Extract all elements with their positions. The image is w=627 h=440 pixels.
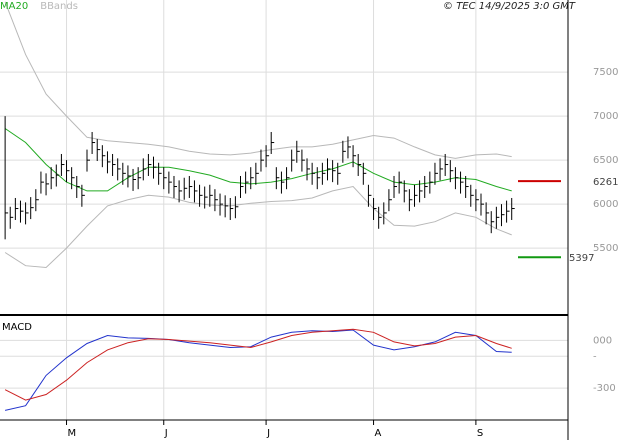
y-tick-label: 5500: [593, 243, 618, 254]
level-label: 6261: [593, 177, 618, 188]
y-tick-label: 6500: [593, 155, 618, 166]
legend-entry: BBands: [40, 1, 78, 12]
x-tick-label: J: [266, 428, 270, 439]
y-tick-label: -300: [593, 383, 616, 394]
x-tick-label: S: [477, 428, 483, 439]
y-tick-label: -: [593, 351, 597, 362]
macd-line: [4, 328, 512, 401]
x-tick-label: M: [68, 428, 77, 439]
y-tick-label: 7000: [593, 111, 618, 122]
level-label: 5397: [569, 253, 594, 264]
macd-title: MACD: [2, 322, 32, 333]
band-lower: [4, 185, 512, 269]
y-tick-label: 000: [593, 335, 612, 346]
x-tick-label: J: [164, 428, 168, 439]
y-tick-label: 7500: [593, 67, 618, 78]
macd-line: [4, 329, 512, 411]
credit: © TEC 14/9/2025 3:0 GMT: [443, 1, 576, 12]
y-tick-label: 6000: [593, 199, 618, 210]
x-tick-label: A: [375, 428, 382, 439]
legend-entry: MA20: [0, 1, 28, 12]
